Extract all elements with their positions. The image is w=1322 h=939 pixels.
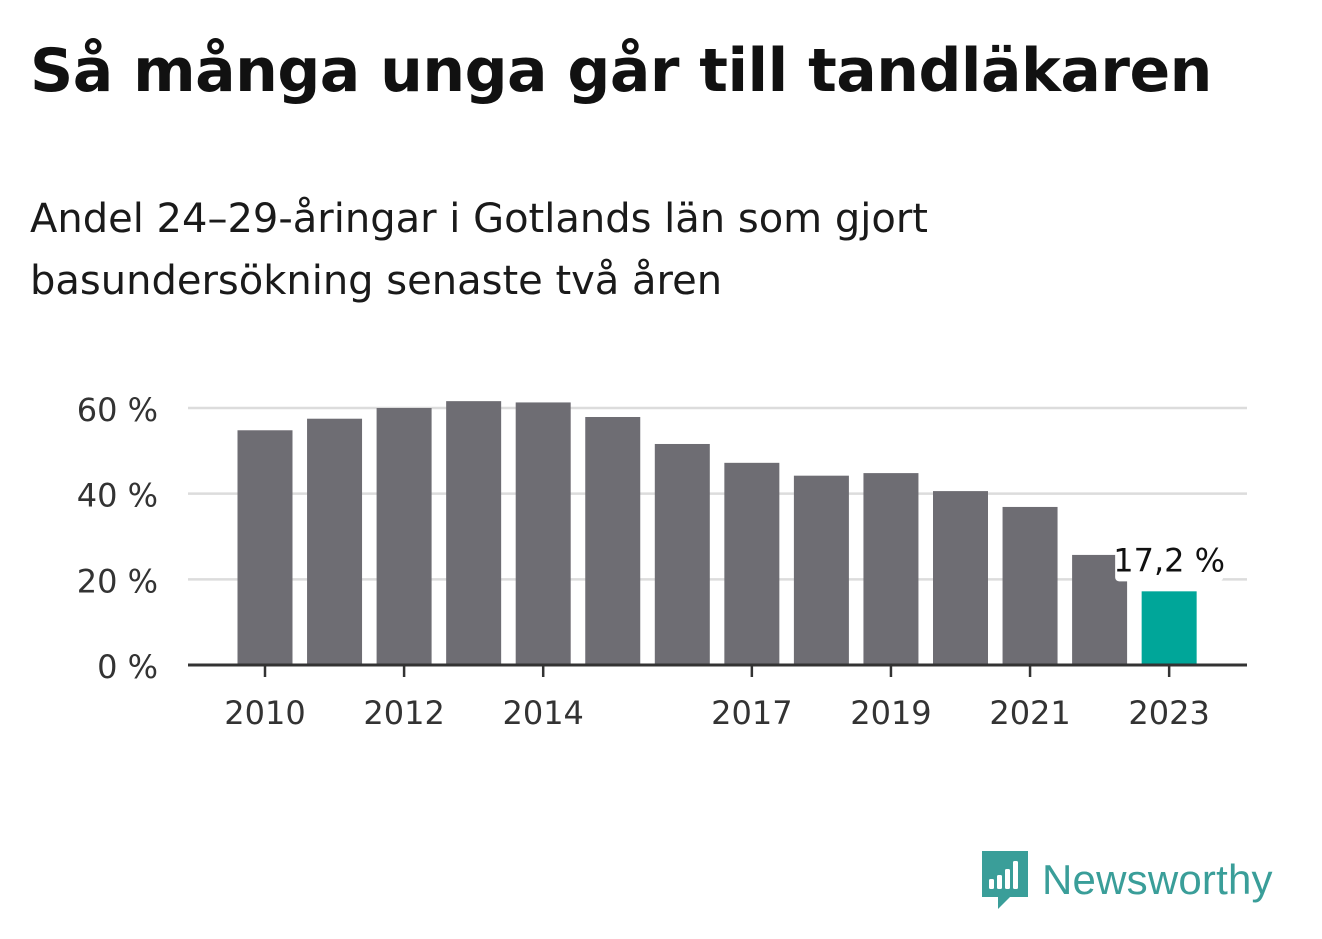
data-label: 17,2 %	[1113, 541, 1225, 579]
bar-2015	[585, 416, 641, 665]
x-tick-label: 2017	[711, 694, 792, 732]
x-tick-label: 2010	[224, 694, 305, 732]
bar-2020	[933, 491, 988, 665]
chart-title: Så många unga går till tandläkaren	[30, 36, 1212, 106]
bar-2019	[863, 473, 919, 665]
chart-subtitle: Andel 24–29-åringar i Gotlands län som g…	[30, 196, 928, 304]
bars	[237, 401, 1197, 665]
x-tick-label: 2014	[502, 694, 583, 732]
x-tick-label: 2019	[850, 694, 931, 732]
bar-2016	[654, 443, 710, 665]
y-tick-label: 60 %	[77, 391, 158, 429]
brand-name: Newsworthy	[1042, 856, 1273, 903]
annotation: 17,2 %	[1113, 537, 1225, 582]
x-tick-label: 2021	[989, 694, 1070, 732]
bar-2013	[446, 401, 502, 665]
y-tick-label: 0 %	[97, 648, 158, 686]
x-tick-label: 2012	[363, 694, 444, 732]
bar-2012	[376, 408, 432, 665]
x-tick-label: 2023	[1128, 694, 1209, 732]
bar-2023	[1141, 591, 1197, 665]
gridlines	[188, 406, 1247, 581]
bar-2010	[237, 430, 293, 665]
brand-logo: Newsworthy	[980, 848, 1273, 912]
y-axis-labels: 0 % 20 % 40 % 60 %	[77, 391, 158, 686]
y-tick-label: 20 %	[77, 562, 158, 600]
newsworthy-logo-icon	[982, 851, 1028, 909]
bar-2017	[724, 462, 780, 665]
bar-2018	[793, 475, 849, 665]
bar-2011	[307, 418, 363, 665]
bar-2014	[515, 402, 571, 665]
y-tick-label: 40 %	[77, 477, 158, 515]
x-axis-ticks: 2010 2012 2014 2017 2019 2021 2023	[224, 665, 1210, 732]
bar-2021	[1002, 506, 1058, 665]
annotation-background	[1115, 537, 1224, 582]
